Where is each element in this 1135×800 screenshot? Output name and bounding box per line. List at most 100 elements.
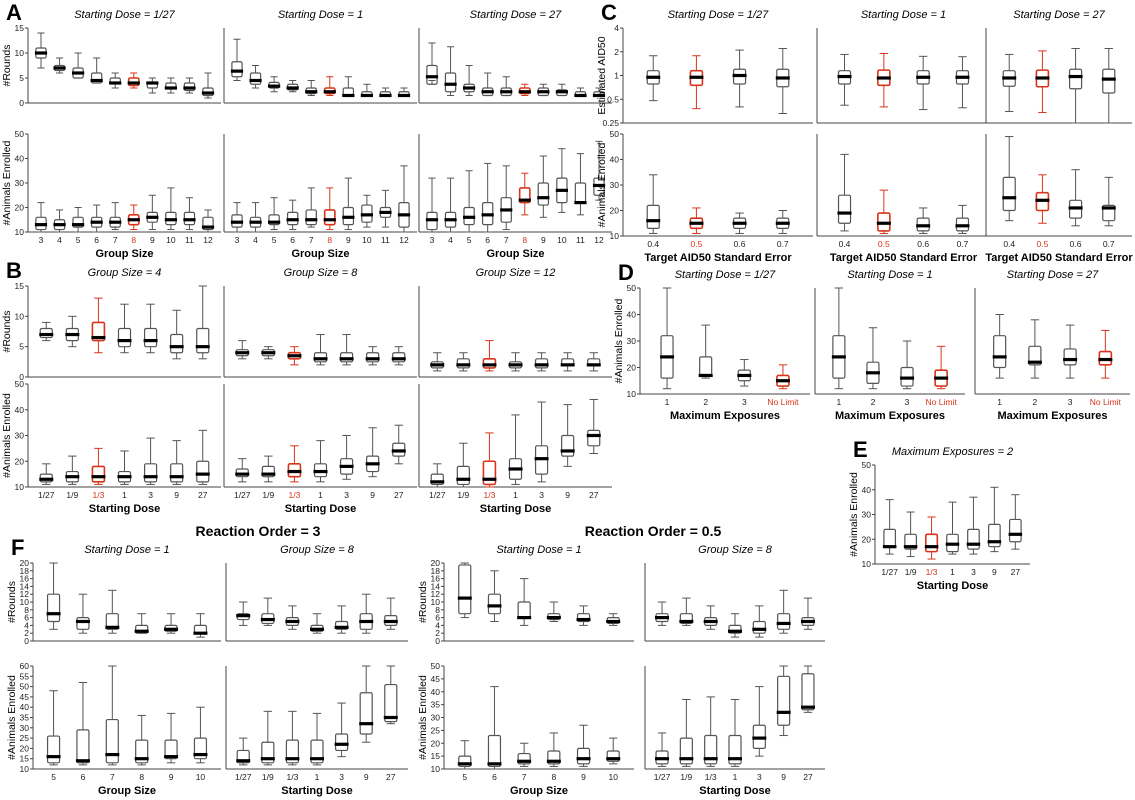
iqr-box [456,465,470,486]
box-3 [339,435,354,480]
x-axis-label: Maximum Exposures [670,410,780,422]
iqr-box [561,434,575,457]
iqr-box [777,613,791,630]
box-7 [109,202,122,231]
chart-panel-b4: 10 20 30 40 50#Animals Enrolled 1/27 1/9 1/3 1 3 9… [1,379,221,515]
iqr-box [883,528,897,548]
y-tick-label: 6 [435,613,440,623]
x-tick-label: 9 [174,490,179,500]
x-tick-label: 2 [703,397,708,407]
box-10 [193,613,208,638]
iqr-box [46,735,61,764]
iqr-box [537,182,550,206]
x-tick-label: 1/9 [457,490,469,500]
box-9 [560,404,575,467]
x-axis-label: Group Size [95,248,153,260]
y-tick-label: 10 [15,227,25,237]
iqr-box [576,747,591,765]
y-tick-label: 25 [20,733,30,743]
x-tick-label: 6 [81,772,86,782]
x-tick-label: 1 [513,490,518,500]
box-1 [992,314,1007,379]
x-tick-label: 1/3 [484,490,496,500]
x-tick-label: 7 [522,772,527,782]
box-1-27 [235,340,250,360]
y-axis-label: #Animals Enrolled [596,143,608,228]
panel-label: D [618,260,634,285]
box-12 [201,72,215,99]
x-axis-label: Group Size [486,248,544,260]
x-tick-label: 1/3 [705,772,717,782]
chart-title: Starting Dose = 27 [470,9,562,21]
box-27 [1008,494,1023,550]
box-27 [391,424,406,465]
chart-panel-d2: Starting Dose = 1 1 2 3 No Limit Maximum Expo… [814,269,965,422]
x-tick-label: No Limit [926,397,958,407]
box-3 [230,38,244,81]
box-0-7 [1101,176,1116,227]
iqr-box [261,741,275,764]
iqr-box [1063,348,1077,366]
box-2 [1027,319,1042,379]
y-tick-label: 0 [435,636,440,646]
box-12 [397,87,411,98]
chart-title: Group Size = 12 [476,267,556,279]
x-tick-label: 3 [339,772,344,782]
chart-panel-b6: 1/27 1/9 1/3 1 3 9 27 Starting Dose [418,384,612,515]
y-axis-label: #Animals Enrolled [1,393,13,478]
x-tick-label: 3 [430,235,435,245]
y-tick-label: 45 [20,692,30,702]
box-4 [249,65,262,89]
box-9 [987,486,1002,553]
box-1 [728,613,742,638]
box-3 [752,605,767,638]
y-tick-label: 50 [15,379,25,389]
x-tick-label: 5 [462,772,467,782]
y-tick-label: 10 [862,559,872,569]
y-tick-label: 0 [24,636,29,646]
y-axis-label: #Animals Enrolled [6,675,18,760]
box-0-6 [916,207,931,234]
chart-panel-b1: 0 5 10 15 Group Size = 4 B #Rounds [1,258,221,382]
y-axis-label: Estimated AID50 [596,36,608,114]
x-tick-label: 27 [198,490,208,500]
x-tick-label: 5 [272,235,277,245]
box-27 [800,597,815,630]
iqr-box [249,72,262,85]
box-6 [481,72,494,97]
box-0-7 [775,47,790,114]
x-tick-label: 1/9 [905,567,917,577]
chart-panel-f2: Group Size = 8 [225,544,408,642]
iqr-box [90,72,103,84]
y-tick-label: 8 [24,605,29,615]
x-tick-label: 10 [166,235,176,245]
iqr-box [837,194,852,224]
box-1 [508,352,523,372]
y-tick-label: 20 [610,206,620,216]
panel-label: C [601,0,617,25]
y-tick-label: 50 [20,682,30,692]
x-tick-label: 0.6 [734,239,746,249]
box-8 [134,714,149,766]
box-7 [305,80,318,96]
chart-title: Starting Dose = 1/27 [668,9,769,21]
x-tick-label: 9 [581,772,586,782]
box-8 [518,83,531,96]
x-tick-label: 11 [381,235,390,245]
y-tick-label: 40 [15,405,25,415]
box-1-27 [655,732,670,767]
iqr-box [91,465,106,483]
x-tick-label: 1 [665,397,670,407]
box-5 [46,690,61,766]
box-5 [463,65,476,96]
y-tick-label: 10 [15,48,25,58]
box-3 [1063,324,1078,379]
iqr-box [1008,518,1022,543]
box-1 [313,440,328,483]
box-3 [900,340,915,390]
box-1 [310,712,324,766]
iqr-box [261,465,275,478]
iqr-box [384,683,398,723]
iqr-box [170,463,184,483]
